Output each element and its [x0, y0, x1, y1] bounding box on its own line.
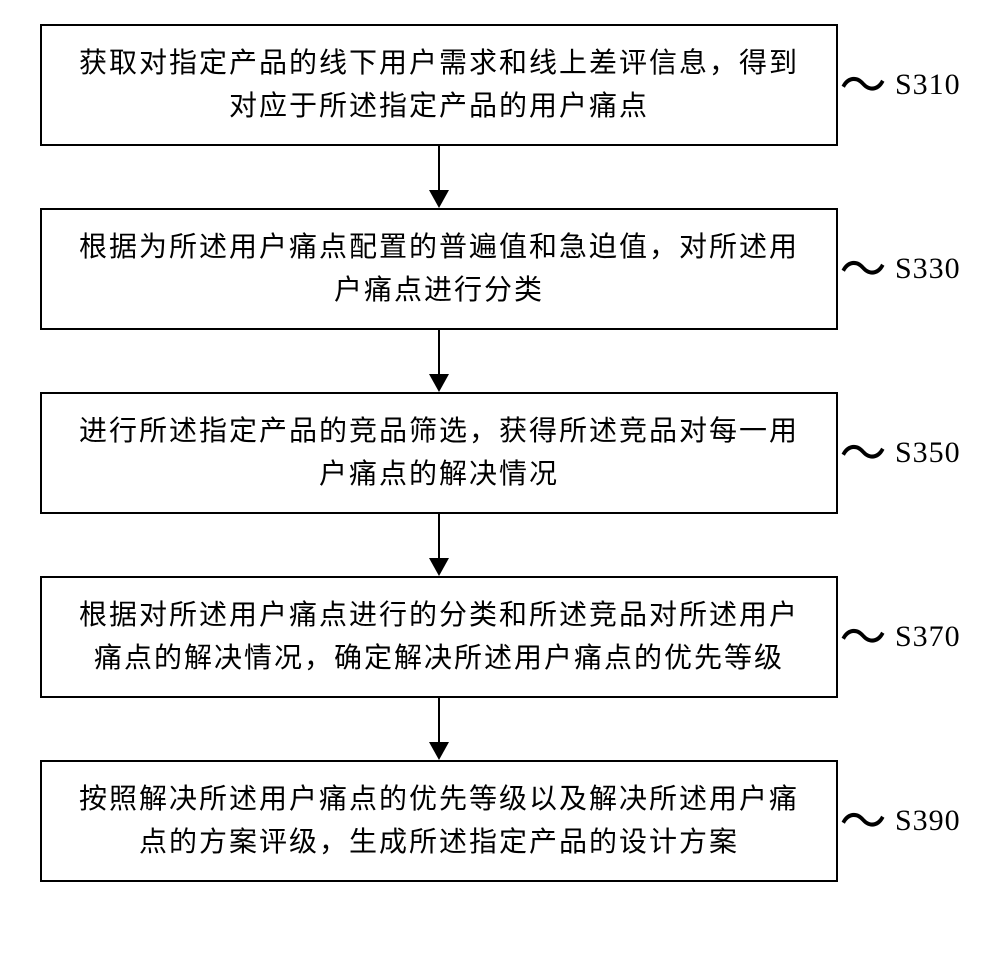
connector-tilde: 〜: [840, 797, 887, 847]
connector-tilde: 〜: [840, 613, 887, 663]
step-text: 按照解决所述用户痛点的优先等级以及解决所述用户痛点的方案评级，生成所述指定产品的…: [72, 778, 806, 865]
step-label-s310: S310: [895, 68, 961, 102]
step-box-s310: 获取对指定产品的线下用户需求和线上差评信息，得到对应于所述指定产品的用户痛点: [40, 24, 838, 146]
step-label-s330: S330: [895, 252, 961, 286]
step-text: 获取对指定产品的线下用户需求和线上差评信息，得到对应于所述指定产品的用户痛点: [72, 42, 806, 129]
step-text: 进行所述指定产品的竞品筛选，获得所述竞品对每一用户痛点的解决情况: [72, 410, 806, 497]
step-label-s390: S390: [895, 804, 961, 838]
step-label-s370: S370: [895, 620, 961, 654]
step-text: 根据为所述用户痛点配置的普遍值和急迫值，对所述用户痛点进行分类: [72, 226, 806, 313]
connector-tilde: 〜: [840, 429, 887, 479]
step-box-s390: 按照解决所述用户痛点的优先等级以及解决所述用户痛点的方案评级，生成所述指定产品的…: [40, 760, 838, 882]
step-box-s350: 进行所述指定产品的竞品筛选，获得所述竞品对每一用户痛点的解决情况: [40, 392, 838, 514]
step-text: 根据对所述用户痛点进行的分类和所述竞品对所述用户痛点的解决情况，确定解决所述用户…: [72, 594, 806, 681]
connector-tilde: 〜: [840, 245, 887, 295]
flowchart-canvas: 获取对指定产品的线下用户需求和线上差评信息，得到对应于所述指定产品的用户痛点 〜…: [0, 0, 1000, 955]
step-label-s350: S350: [895, 436, 961, 470]
step-box-s330: 根据为所述用户痛点配置的普遍值和急迫值，对所述用户痛点进行分类: [40, 208, 838, 330]
step-box-s370: 根据对所述用户痛点进行的分类和所述竞品对所述用户痛点的解决情况，确定解决所述用户…: [40, 576, 838, 698]
connector-tilde: 〜: [840, 61, 887, 111]
